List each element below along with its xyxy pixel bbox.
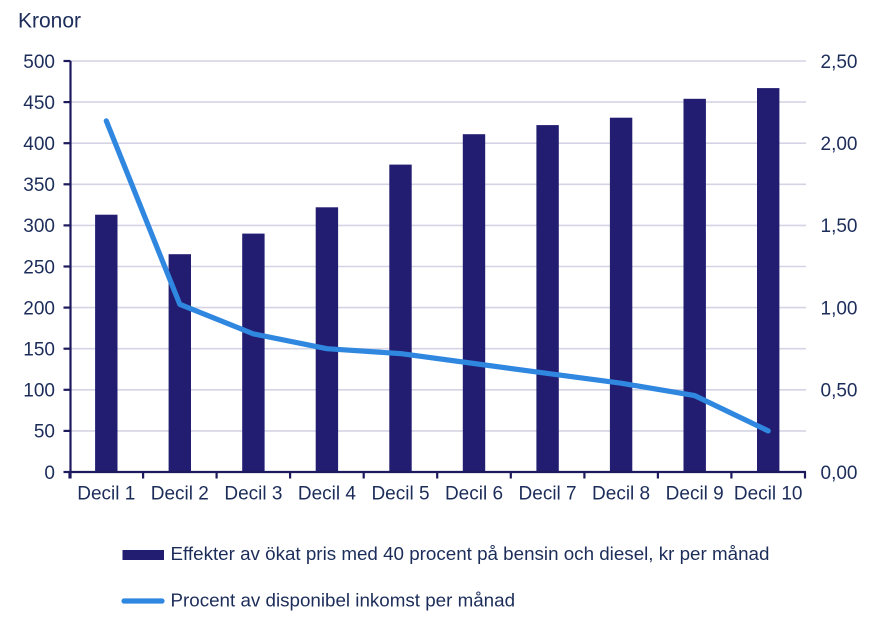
svg-text:50: 50 [34,422,55,443]
svg-text:Decil 2: Decil 2 [151,484,209,505]
svg-text:250: 250 [23,257,55,278]
svg-text:Kronor: Kronor [18,10,81,33]
svg-text:Decil 7: Decil 7 [519,484,577,505]
svg-text:500: 500 [23,52,55,73]
svg-text:400: 400 [23,134,55,155]
svg-text:150: 150 [23,340,55,361]
svg-text:0: 0 [44,463,55,484]
svg-text:Decil 5: Decil 5 [371,484,429,505]
svg-text:1,00: 1,00 [821,298,858,319]
svg-text:2,00: 2,00 [821,134,858,155]
svg-text:Decil 4: Decil 4 [298,484,357,505]
svg-text:Effekter av ökat pris med 40 p: Effekter av ökat pris med 40 procent på … [171,543,770,564]
svg-text:200: 200 [23,298,55,319]
svg-text:1,50: 1,50 [821,216,858,237]
svg-text:0,00: 0,00 [821,463,858,484]
svg-text:2,50: 2,50 [821,52,858,73]
svg-text:Decil 8: Decil 8 [592,484,650,505]
svg-text:450: 450 [23,93,55,114]
svg-text:Procent av disponibel inkomst: Procent av disponibel inkomst per månad [171,590,516,611]
svg-text:Decil 3: Decil 3 [224,484,282,505]
svg-text:Decil 6: Decil 6 [445,484,503,505]
svg-text:350: 350 [23,175,55,196]
svg-text:300: 300 [23,216,55,237]
svg-text:0,50: 0,50 [821,381,858,402]
svg-text:Decil 9: Decil 9 [666,484,724,505]
svg-text:Decil 10: Decil 10 [734,484,803,505]
svg-text:100: 100 [23,381,55,402]
svg-text:Decil 1: Decil 1 [77,484,135,505]
